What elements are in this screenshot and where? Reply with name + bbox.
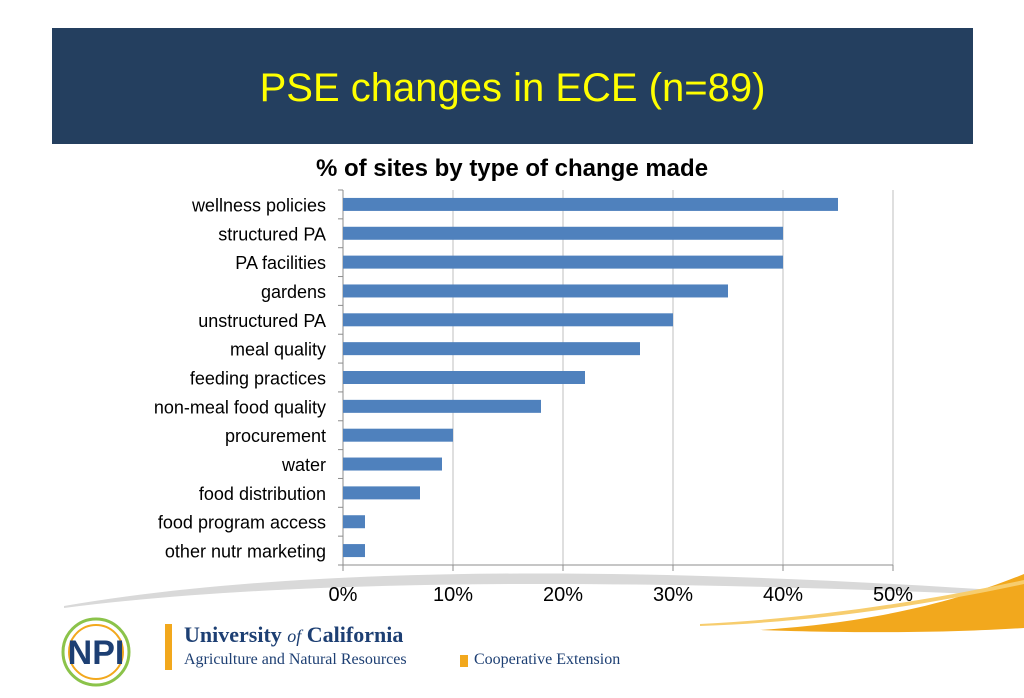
bar: [343, 544, 365, 558]
npi-logo-text: NPI: [68, 634, 125, 672]
slide-title: PSE changes in ECE (n=89): [259, 66, 766, 110]
category-label: non-meal food quality: [154, 397, 326, 417]
uc-division: Agriculture and Natural Resources: [184, 651, 407, 668]
bar: [343, 399, 541, 413]
category-label: structured PA: [218, 224, 326, 244]
ce-program: Cooperative Extension: [474, 651, 621, 668]
chart-title: % of sites by type of change made: [315, 155, 709, 182]
uc-name-part-3: California: [301, 622, 404, 647]
bar: [343, 371, 585, 384]
category-label: meal quality: [230, 340, 326, 360]
uc-name: University of California: [184, 622, 403, 648]
bar: [343, 457, 442, 471]
uc-name-part-1: University: [184, 622, 288, 647]
category-label: feeding practices: [190, 369, 326, 389]
category-label: wellness policies: [191, 195, 326, 215]
bar: [343, 284, 728, 298]
category-label: gardens: [261, 282, 326, 302]
slide-header: PSE changes in ECE (n=89): [52, 28, 973, 144]
uc-name-part-2: of: [287, 626, 302, 646]
uc-brand-bar: [165, 624, 172, 670]
bar: [343, 515, 365, 529]
category-label: PA facilities: [235, 253, 326, 273]
bar: [343, 313, 673, 327]
x-tick-label: 40%: [763, 584, 803, 606]
bar: [343, 197, 838, 211]
category-label: food program access: [158, 513, 326, 533]
x-tick-label: 20%: [543, 584, 583, 606]
bar: [343, 428, 453, 442]
npi-logo: NPI: [61, 617, 131, 687]
x-tick-label: 0%: [329, 584, 358, 606]
ce-mark: [460, 655, 468, 667]
category-label: other nutr marketing: [165, 542, 326, 562]
x-tick-label: 30%: [653, 584, 693, 606]
x-tick-label: 50%: [873, 584, 913, 606]
category-label: food distribution: [199, 484, 326, 504]
bar: [343, 226, 783, 240]
category-label: unstructured PA: [198, 311, 326, 331]
bar: [343, 255, 783, 269]
bar: [343, 486, 420, 500]
x-tick-label: 10%: [433, 584, 473, 606]
category-label: procurement: [225, 426, 326, 446]
bar: [343, 342, 640, 356]
category-label: water: [281, 455, 326, 475]
